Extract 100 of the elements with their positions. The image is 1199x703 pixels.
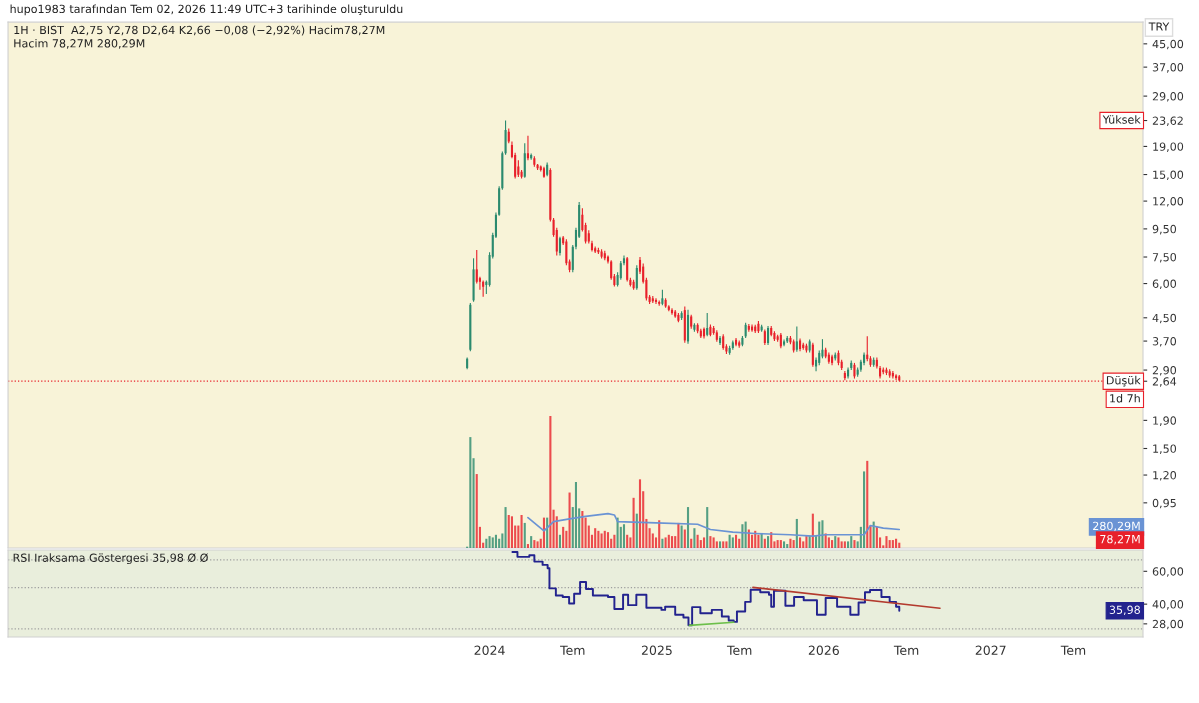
x-tick-label: Tem <box>560 645 585 655</box>
bar <box>731 537 734 548</box>
bar <box>738 538 741 548</box>
bar <box>827 537 830 548</box>
bar <box>485 538 488 548</box>
candlestick <box>885 367 888 376</box>
bar <box>798 537 802 548</box>
bar <box>606 532 610 548</box>
bar <box>696 534 699 548</box>
bar <box>565 530 568 548</box>
x-tick-label: 2026 <box>808 645 839 655</box>
bar <box>693 528 696 548</box>
chart-title: RSI Iraksama Göstergesi 35,98 Ø Ø <box>13 553 208 565</box>
bar <box>885 536 888 548</box>
candlestick <box>610 259 613 281</box>
x-tick-label: 2027 <box>975 645 1006 655</box>
y-tick-label: 9,50 <box>1152 224 1177 235</box>
bar <box>530 536 533 548</box>
bar <box>898 542 901 548</box>
bar <box>562 526 565 548</box>
y-tick-label: 0,95 <box>1152 498 1176 509</box>
y-tick-label: 1,90 <box>1153 416 1177 426</box>
text: TRY <box>1148 22 1170 31</box>
y-tick-label: 28,00 <box>1152 619 1184 630</box>
bar <box>712 537 715 548</box>
bar <box>667 534 670 548</box>
bar <box>523 522 526 548</box>
x-tick-label: Tem <box>1060 645 1086 655</box>
annotation: Düşük <box>1106 375 1141 387</box>
bar <box>715 541 718 548</box>
bar <box>722 541 725 548</box>
bar <box>670 536 674 548</box>
bar <box>574 481 578 548</box>
bar <box>850 536 853 548</box>
y-tick-label: 29,00 <box>1152 92 1184 102</box>
bar <box>626 534 629 548</box>
y-tick-label: 37,00 <box>1152 63 1184 73</box>
y-tick-label: 23,62 <box>1152 116 1183 127</box>
candlestick <box>584 222 587 245</box>
chart-title: Hacim 78,27M 280,29M <box>14 38 145 49</box>
bar <box>504 507 507 548</box>
bar <box>568 492 571 548</box>
annotation: Yüksek <box>1102 115 1141 124</box>
bar <box>888 540 891 548</box>
annotation: 35,98 <box>1109 605 1140 616</box>
y-tick-label: 1,50 <box>1153 444 1177 455</box>
bar <box>718 541 722 548</box>
y-tick-label: 15,00 <box>1153 170 1184 181</box>
candlestick <box>811 342 814 368</box>
y-tick-label: 2,90 <box>1152 366 1177 376</box>
y-tick-label: 7,50 <box>1152 252 1177 263</box>
candlestick <box>581 207 584 232</box>
y-tick-label: 3,70 <box>1152 337 1177 347</box>
bar <box>552 509 555 548</box>
bar <box>526 544 530 548</box>
bar <box>594 528 597 548</box>
y-tick-label: 6,00 <box>1152 279 1177 290</box>
candlestick <box>565 238 568 266</box>
bar <box>702 537 706 548</box>
annotation: 280,29M <box>1093 521 1140 532</box>
bar <box>792 540 795 548</box>
bar <box>863 471 866 548</box>
bar <box>779 540 782 548</box>
bar <box>782 541 786 548</box>
candlestick <box>626 256 629 283</box>
x-tick-label: Tem <box>726 645 752 655</box>
bar <box>734 534 738 548</box>
bar <box>584 517 587 548</box>
bar <box>613 534 616 548</box>
bar <box>763 538 766 548</box>
bar <box>728 534 731 548</box>
bar <box>658 520 661 548</box>
bar <box>786 544 789 548</box>
bar <box>558 534 562 548</box>
bar <box>895 538 898 548</box>
bar <box>597 530 600 548</box>
bar <box>517 525 520 548</box>
bar <box>475 474 478 548</box>
bar <box>603 530 606 548</box>
y-tick-label: 4,50 <box>1152 313 1177 324</box>
bar <box>632 497 635 548</box>
bar <box>750 534 754 548</box>
x-tick-label: Tem <box>893 645 919 655</box>
bar <box>501 533 504 548</box>
y-tick-label: 1,20 <box>1153 471 1177 481</box>
y-tick-label: 45,00 <box>1152 39 1184 50</box>
bar <box>648 528 651 548</box>
bar <box>629 537 632 548</box>
bar <box>866 460 869 548</box>
bar <box>690 538 693 548</box>
bar <box>831 540 834 548</box>
bar <box>638 479 642 548</box>
bar <box>536 541 539 548</box>
y-tick-label: 40,00 <box>1152 600 1184 610</box>
candlestick <box>504 119 507 156</box>
bar <box>533 540 536 548</box>
chart-title: hupo1983 tarafından Tem 02, 2026 11:49 UTC+3 tarihinde oluşturuldu <box>10 4 403 16</box>
annotation: 1d 7h <box>1110 393 1140 403</box>
x-tick-label: 2025 <box>641 645 672 655</box>
bar <box>843 541 846 548</box>
